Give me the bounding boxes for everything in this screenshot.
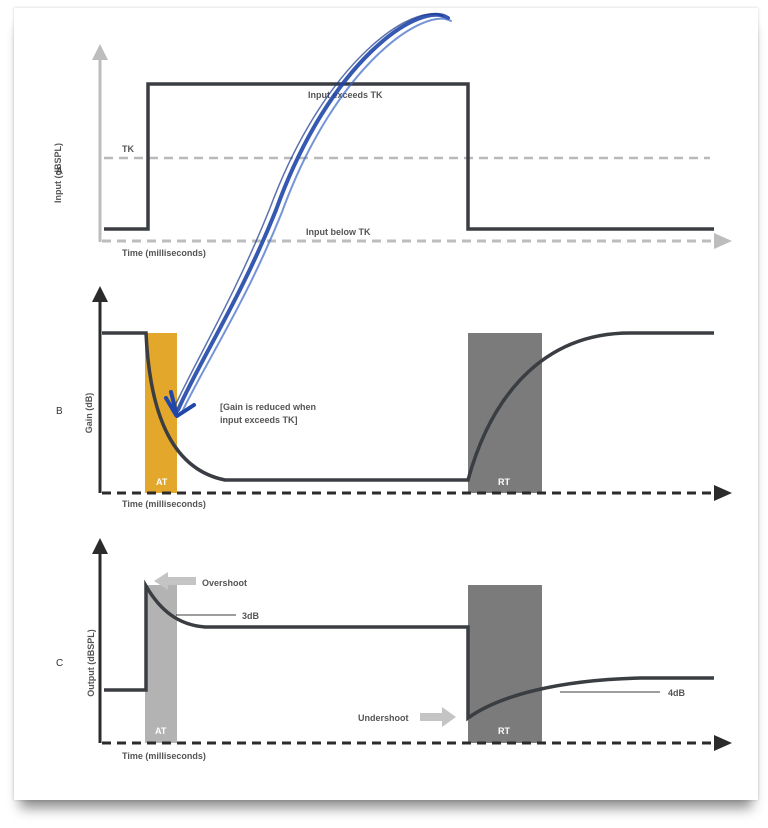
panel-b-letter: B [56,406,63,417]
panel-b-y-label: Gain (dB) [84,393,94,434]
undershoot-label: Undershoot [358,713,409,723]
panel-b-at-label: AT [156,477,168,487]
panel-b-x-label: Time (milliseconds) [122,499,206,509]
gain-note-line-2: input exceeds TK] [220,415,298,425]
pen-annotation-arrow [164,12,452,418]
input-signal [104,82,714,231]
undershoot-arrow [420,707,456,727]
overshoot-arrow [154,572,196,590]
output-signal [104,579,714,722]
panel-c-x-arrowhead [714,735,732,751]
panel-b-y-arrowhead [92,286,108,302]
input-below-label: Input below TK [306,227,371,237]
panel-c-at-block [145,585,177,743]
panel-c-at-label: AT [155,726,167,736]
panel-a-x-arrowhead [714,233,732,249]
panel-a-y-label: Input (dBSPL) [53,143,63,203]
input-exceeds-label: Input exceeds TK [308,90,383,100]
gain-note-line-1: [Gain is reduced when [220,402,316,412]
panel-b: Gain (dB) B [Gain is reduced when input … [56,286,732,509]
panel-c-y-label: Output (dBSPL) [86,629,96,696]
panel-c-rt-block [468,585,542,743]
undershoot-value: 4dB [668,688,686,698]
panel-b-rt-label: RT [498,477,510,487]
pen-arrowhead-icon [164,390,196,418]
panel-a-letter: A [56,166,63,177]
panel-b-rt-block [468,333,542,493]
panel-b-at-block [145,333,177,493]
overshoot-value: 3dB [242,611,260,621]
panel-c-rt-label: RT [498,726,510,736]
panel-c-letter: C [56,658,63,669]
tk-label: TK [122,144,134,154]
panel-a-y-arrowhead [92,44,108,60]
overshoot-label: Overshoot [202,578,247,588]
panel-c: Output (dBSPL) C Overshoot 3dB Undershoo… [56,538,732,761]
figure-card [14,8,758,800]
panel-a-x-label: Time (milliseconds) [122,248,206,258]
panel-c-x-label: Time (milliseconds) [122,751,206,761]
panel-b-x-arrowhead [714,485,732,501]
panel-c-y-arrowhead [92,538,108,554]
gain-curve [102,331,714,482]
panel-a: Input (dBSPL) A TK Input exceeds TK Inpu… [53,44,732,258]
